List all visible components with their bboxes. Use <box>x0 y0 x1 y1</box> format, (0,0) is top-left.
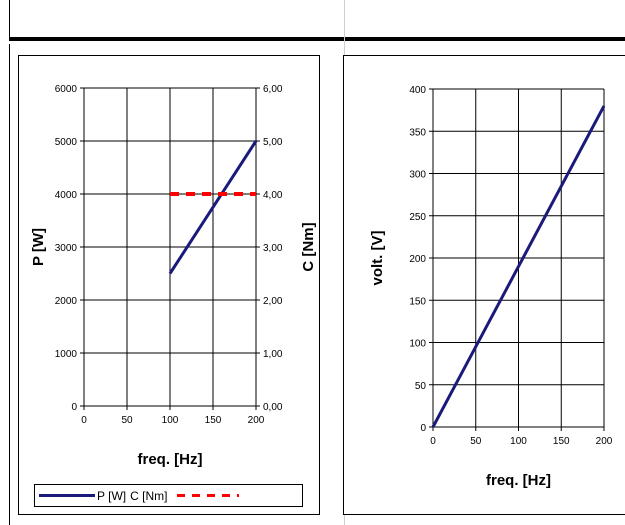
x-tick-label: 150 <box>553 436 570 447</box>
y-tick-label: 5000 <box>55 137 78 148</box>
voltage-plot: 0 50 100 150 200 0 50 100 150 200 250 300 350 400 freq… <box>369 85 613 489</box>
x-tick-label: 0 <box>430 436 436 447</box>
y2-axis-title: C [Nm] <box>300 222 317 271</box>
x-tick-label: 150 <box>205 415 222 426</box>
y-tick-label: 150 <box>409 296 426 307</box>
top-frame <box>9 0 625 41</box>
y-tick-label: 50 <box>415 381 427 392</box>
y2-tick-label: 4,00 <box>263 190 283 201</box>
y-tick-label: 3000 <box>55 243 78 254</box>
frame-left-border <box>9 44 10 525</box>
y2-tick-label: 3,00 <box>263 243 283 254</box>
y-tick-label: 100 <box>409 339 426 350</box>
x-tick-label: 50 <box>121 415 133 426</box>
y2-tick-label: 6,00 <box>263 84 283 95</box>
y-tick-label: 300 <box>409 170 426 181</box>
x-tick-label: 200 <box>596 436 613 447</box>
legend: P [W] C [Nm] <box>34 484 303 507</box>
legend-label-power: P [W] <box>97 488 127 503</box>
x-tick-label: 100 <box>510 436 527 447</box>
y2-tick-label: 1,00 <box>263 349 283 360</box>
x-tick-label: 50 <box>470 436 482 447</box>
y2-tick-label: 2,00 <box>263 296 283 307</box>
y-tick-label: 350 <box>409 127 426 138</box>
power-torque-chart: 0 50 100 150 200 0 1000 2000 3000 4000 5000 6000 0,0… <box>18 55 320 515</box>
legend-label-torque: C [Nm] <box>130 488 168 503</box>
y2-tick-label: 0,00 <box>263 402 283 413</box>
legend-swatch-torque <box>177 494 240 497</box>
y-tick-label: 0 <box>71 402 77 413</box>
y-tick-label: 250 <box>409 212 426 223</box>
voltage-chart: 0 50 100 150 200 0 50 100 150 200 250 300 350 400 freq… <box>343 55 625 515</box>
x-tick-label: 200 <box>248 415 265 426</box>
y-tick-label: 200 <box>409 254 426 265</box>
series-line-0 <box>168 140 258 275</box>
y-tick-label: 6000 <box>55 84 78 95</box>
x-tick-label: 100 <box>162 415 179 426</box>
x-tick-label: 0 <box>81 415 87 426</box>
y-tick-label: 1000 <box>55 349 78 360</box>
y-tick-label: 0 <box>420 423 426 434</box>
y-tick-label: 400 <box>409 85 426 96</box>
y2-tick-label: 5,00 <box>263 137 283 148</box>
y-axis-title: P [W] <box>30 228 47 266</box>
x-axis-title: freq. [Hz] <box>138 451 203 468</box>
x-axis-title: freq. [Hz] <box>486 472 551 489</box>
y-tick-label: 2000 <box>55 296 78 307</box>
y-tick-label: 4000 <box>55 190 78 201</box>
legend-swatch-power <box>39 494 95 497</box>
series-line-0 <box>431 105 606 428</box>
y-axis-title: volt. [V] <box>369 230 386 285</box>
power-torque-plot: 0 50 100 150 20001000200030004000500060000,0… <box>30 84 317 468</box>
